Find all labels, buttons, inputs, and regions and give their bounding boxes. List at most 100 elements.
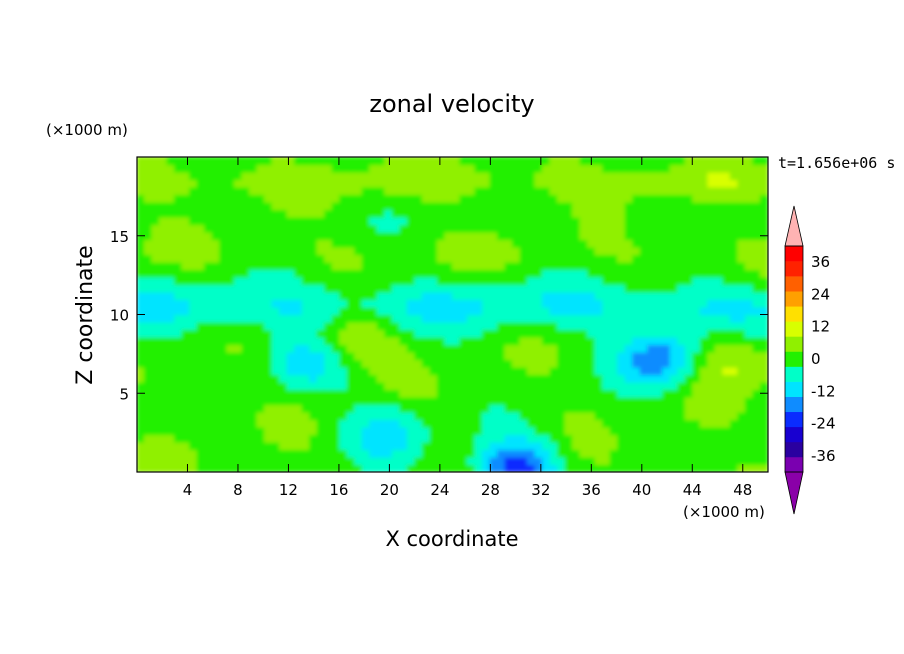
contour-cell: [346, 268, 356, 278]
contour-cell: [399, 373, 409, 383]
contour-cell: [511, 171, 521, 181]
contour-cell: [662, 201, 671, 211]
contour-cell: [151, 351, 161, 361]
contour-cell: [662, 178, 671, 188]
contour-cell: [196, 313, 206, 323]
contour-cell: [466, 186, 476, 196]
contour-cell: [699, 291, 709, 301]
contour-cell: [361, 186, 371, 196]
contour-cell: [173, 298, 183, 308]
contour-cell: [256, 268, 266, 278]
contour-cell: [624, 283, 634, 293]
contour-cell: [406, 388, 416, 398]
contour-cell: [759, 223, 768, 233]
contour-cell: [226, 216, 236, 226]
contour-cell: [647, 343, 656, 353]
contour-cell: [542, 358, 551, 368]
contour-cell: [594, 163, 604, 173]
contour-cell: [504, 261, 514, 271]
contour-cell: [481, 238, 491, 248]
contour-cell: [722, 223, 732, 233]
contour-cell: [234, 381, 243, 391]
contour-cell: [354, 283, 363, 293]
contour-cell: [632, 201, 641, 211]
contour-cell: [466, 231, 476, 241]
contour-cell: [654, 433, 664, 443]
contour-cell: [399, 381, 409, 391]
contour-cell: [459, 208, 469, 218]
contour-cell: [669, 411, 679, 421]
contour-cell: [354, 411, 363, 421]
contour-cell: [459, 366, 469, 376]
contour-cell: [286, 448, 296, 458]
contour-cell: [527, 463, 536, 472]
contour-cell: [496, 201, 506, 211]
contour-cell: [256, 193, 266, 203]
contour-cell: [219, 321, 228, 331]
contour-cell: [406, 441, 416, 451]
contour-cell: [143, 403, 153, 413]
contour-cell: [489, 298, 499, 308]
contour-cell: [173, 336, 183, 346]
contour-cell: [466, 313, 476, 323]
contour-cell: [714, 253, 724, 263]
contour-cell: [549, 396, 559, 406]
contour-cell: [234, 373, 243, 383]
contour-cell: [459, 261, 469, 271]
contour-cell: [249, 313, 258, 323]
contour-cell: [662, 157, 671, 166]
contour-cell: [354, 291, 363, 301]
contour-cell: [166, 388, 176, 398]
contour-cell: [587, 381, 596, 391]
contour-cell: [436, 328, 446, 338]
contour-cell: [429, 456, 439, 466]
contour-cell: [173, 388, 183, 398]
contour-cell: [684, 157, 694, 166]
contour-cell: [158, 223, 168, 233]
contour-cell: [602, 411, 611, 421]
contour-cell: [399, 396, 409, 406]
contour-cell: [301, 351, 311, 361]
contour-cell: [137, 456, 146, 466]
contour-cell: [534, 441, 544, 451]
contour-cell: [436, 238, 446, 248]
contour-cell: [369, 253, 378, 263]
contour-cell: [256, 441, 266, 451]
contour-cell: [549, 328, 559, 338]
contour-cell: [181, 283, 191, 293]
contour-cell: [143, 253, 153, 263]
contour-cell: [264, 306, 273, 316]
contour-cell: [504, 231, 514, 241]
contour-cell: [241, 171, 251, 181]
contour-cell: [489, 396, 499, 406]
contour-cell: [181, 246, 191, 256]
contour-cell: [451, 306, 461, 316]
contour-cell: [406, 426, 416, 436]
contour-cell: [339, 253, 348, 263]
contour-cell: [542, 418, 551, 428]
contour-cell: [241, 321, 251, 331]
contour-cell: [316, 231, 326, 241]
contour-cell: [339, 426, 348, 436]
contour-cell: [436, 261, 446, 271]
contour-cell: [489, 351, 499, 361]
contour-cell: [639, 396, 649, 406]
contour-cell: [504, 336, 514, 346]
contour-cell: [684, 208, 694, 218]
contour-cell: [204, 231, 213, 241]
contour-cell: [384, 396, 394, 406]
contour-cell: [301, 403, 311, 413]
contour-cell: [181, 276, 191, 286]
contour-cell: [587, 178, 596, 188]
contour-cell: [361, 261, 371, 271]
contour-cell: [271, 448, 281, 458]
contour-cell: [219, 411, 228, 421]
contour-cell: [722, 456, 732, 466]
contour-cell: [647, 336, 656, 346]
contour-cell: [376, 223, 386, 233]
contour-cell: [752, 201, 762, 211]
contour-cell: [166, 291, 176, 301]
contour-cell: [391, 343, 401, 353]
contour-cell: [166, 313, 176, 323]
